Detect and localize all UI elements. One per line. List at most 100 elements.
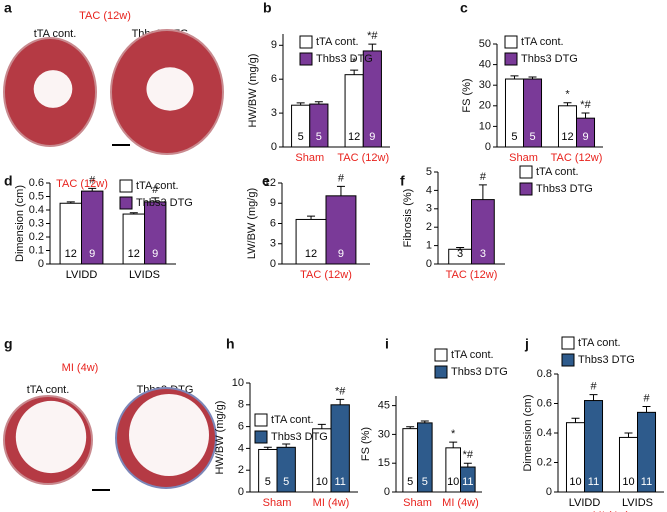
error-bar [510,75,519,80]
panel-letter: i [385,336,389,352]
y-tick-label: 0.4 [29,204,44,216]
y-tick-label: 45 [378,400,390,412]
y-tick-label: 2 [426,221,432,233]
significance: * [451,428,456,440]
y-tick-label: 1 [426,240,432,252]
n-label: 9 [152,248,158,260]
y-axis-label: HW/BW (mg/g) [214,401,226,475]
y-tick-label: 0 [485,141,491,153]
y-axis-label: Dimension (cm) [522,394,534,471]
significance: *# [580,99,591,111]
error-bar [581,112,590,119]
legend-label: Thbs3 DTG [578,354,635,366]
legend-label: tTA cont. [536,166,579,178]
y-tick-label: 3 [426,203,432,215]
n-label: 9 [369,131,375,143]
n-label: 5 [422,476,428,488]
n-label: 10 [622,476,634,488]
significance: # [480,171,487,183]
n-label: 12 [65,248,77,260]
y-tick-label: 30 [378,428,390,440]
panel-letter: e [262,173,270,189]
y-tick-label: 4 [238,442,244,454]
n-label: 12 [561,131,573,143]
legend-swatch [299,35,313,49]
category-label: LVIDS [622,497,653,509]
error-bar [456,246,465,250]
error-bar [66,201,75,204]
error-bar [642,405,651,413]
y-tick-label: 0 [426,258,432,270]
image-label: tTA cont. [34,28,77,40]
y-axis-label: Dimension (cm) [14,185,26,262]
image-label: tTA cont. [27,384,70,396]
legend-swatch [434,365,448,379]
category-label: TAC (12w) [551,152,603,164]
n-label: 10 [569,476,581,488]
n-label: 3 [457,248,463,260]
panel-letter: d [4,173,13,189]
y-axis-label: Fibrosis (%) [402,189,414,248]
legend-label: tTA cont. [578,337,621,349]
error-bar [129,212,138,215]
y-tick-label: 0.5 [29,190,44,202]
y-tick-label: 6 [238,421,244,433]
panel-letter: a [4,0,12,16]
y-tick-label: 15 [378,457,390,469]
bar [295,218,327,265]
category-label: MI (4w) [313,497,350,509]
legend-swatch [254,413,268,427]
category-label: Sham [295,152,324,164]
y-tick-label: 0.2 [537,456,552,468]
significance: * [565,89,570,101]
legend-swatch [519,182,533,196]
heart-cavity [146,67,194,111]
panel-letter: h [226,336,235,352]
n-label: 5 [529,131,535,143]
legend-swatch [254,430,268,444]
error-bar [449,441,458,448]
panel-letter: j [524,336,529,352]
n-label: 9 [89,248,95,260]
panel-title: TAC (12w) [79,10,131,22]
error-bar [307,215,316,220]
category-label: LVIDD [66,269,98,281]
legend-label: tTA cont. [136,180,179,192]
legend-label: tTA cont. [451,349,494,361]
y-tick-label: 0 [546,486,552,498]
bar [325,195,357,265]
error-bar [263,446,272,450]
significance: # [590,381,597,393]
n-label: 10 [447,476,459,488]
n-label: 11 [588,476,599,488]
legend-swatch [299,52,313,66]
error-bar [589,394,598,401]
category-label: Sham [509,152,538,164]
error-bar [282,443,291,448]
y-tick-label: 12 [264,177,276,189]
error-bar [463,462,472,468]
error-bar [296,102,305,106]
significance: *# [367,30,378,42]
legend-swatch [504,52,518,66]
y-axis-label: FS (%) [461,78,473,112]
y-tick-label: 6 [270,217,276,229]
n-label: 12 [305,248,317,260]
significance: # [89,174,96,186]
n-label: 11 [641,476,652,488]
legend-label: tTA cont. [271,414,314,426]
y-tick-label: 10 [479,120,491,132]
n-label: 9 [582,131,588,143]
panel-title: MI (4w) [62,362,99,374]
category-label: MI (4w) [442,497,479,509]
panel-title: TAC (12w) [56,178,108,190]
error-bar [420,420,429,423]
legend-label: Thbs3 DTG [451,366,508,378]
y-tick-label: 0 [38,258,44,270]
error-bar [314,101,323,105]
y-tick-label: 20 [479,100,491,112]
error-bar [336,185,345,196]
y-tick-label: 9 [271,39,277,51]
